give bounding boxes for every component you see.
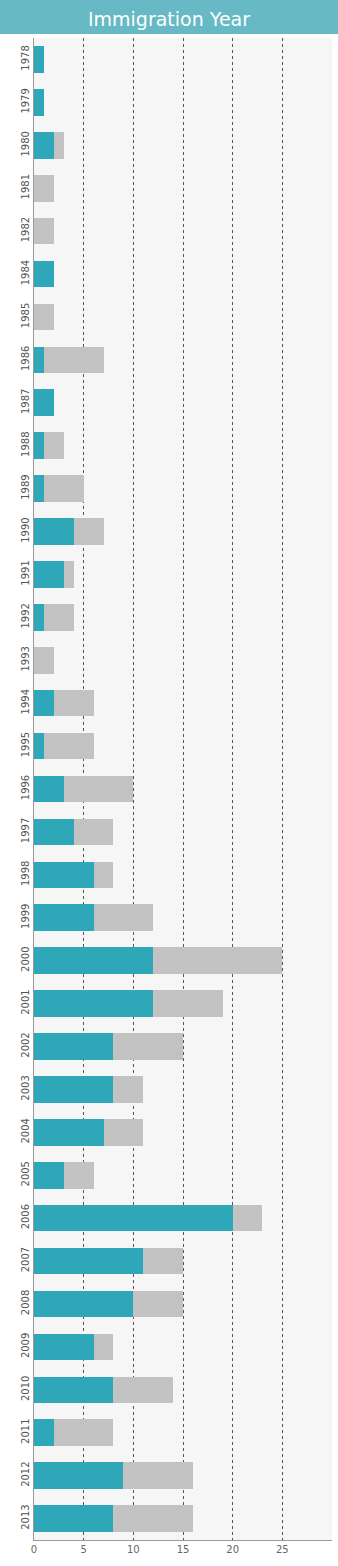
svg-text:5: 5 — [80, 1544, 86, 1555]
svg-text:1990: 1990 — [20, 517, 31, 542]
svg-text:1998: 1998 — [20, 861, 31, 886]
svg-text:1986: 1986 — [20, 346, 31, 371]
svg-text:10: 10 — [127, 1544, 140, 1555]
svg-text:2003: 2003 — [20, 1075, 31, 1100]
svg-text:1987: 1987 — [20, 389, 31, 414]
svg-text:1984: 1984 — [20, 260, 31, 285]
svg-text:1991: 1991 — [20, 560, 31, 585]
svg-text:2013: 2013 — [20, 1504, 31, 1529]
svg-text:2002: 2002 — [20, 1032, 31, 1057]
svg-text:2000: 2000 — [20, 946, 31, 971]
svg-text:1985: 1985 — [20, 303, 31, 328]
svg-text:0: 0 — [31, 1544, 37, 1555]
svg-text:1979: 1979 — [20, 88, 31, 113]
svg-text:1999: 1999 — [20, 904, 31, 929]
svg-text:1992: 1992 — [20, 603, 31, 628]
svg-text:1997: 1997 — [20, 818, 31, 843]
svg-text:1993: 1993 — [20, 646, 31, 671]
svg-text:2007: 2007 — [20, 1247, 31, 1272]
svg-text:25: 25 — [276, 1544, 289, 1555]
svg-text:1996: 1996 — [20, 775, 31, 800]
svg-text:1989: 1989 — [20, 474, 31, 499]
svg-text:1994: 1994 — [20, 689, 31, 714]
svg-text:20: 20 — [226, 1544, 239, 1555]
svg-text:15: 15 — [177, 1544, 190, 1555]
svg-text:2009: 2009 — [20, 1333, 31, 1358]
svg-text:1995: 1995 — [20, 732, 31, 757]
svg-text:1978: 1978 — [20, 45, 31, 70]
svg-text:2012: 2012 — [20, 1461, 31, 1486]
svg-text:2001: 2001 — [20, 989, 31, 1014]
svg-text:1980: 1980 — [20, 131, 31, 156]
svg-text:2005: 2005 — [20, 1161, 31, 1186]
svg-text:2006: 2006 — [20, 1204, 31, 1229]
svg-text:2011: 2011 — [20, 1418, 31, 1443]
svg-text:Immigration Year: Immigration Year — [88, 8, 250, 30]
svg-text:1988: 1988 — [20, 431, 31, 456]
svg-text:2008: 2008 — [20, 1290, 31, 1315]
svg-text:2010: 2010 — [20, 1376, 31, 1401]
svg-text:1982: 1982 — [20, 217, 31, 242]
svg-text:2004: 2004 — [20, 1118, 31, 1143]
svg-text:1981: 1981 — [20, 174, 31, 199]
